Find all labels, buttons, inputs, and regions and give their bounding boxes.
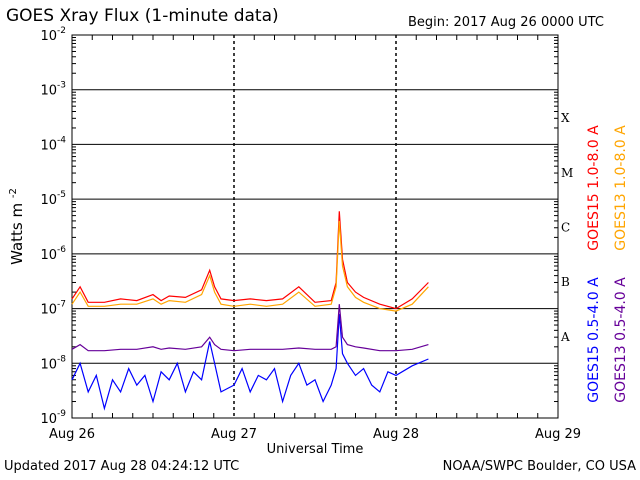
y-tick-label: 10-3 xyxy=(40,81,66,99)
flare-class-label: C xyxy=(561,221,570,235)
x-tick-label: Aug 26 xyxy=(49,427,95,442)
series-line xyxy=(71,313,429,411)
credit-label: NOAA/SWPC Boulder, CO USA xyxy=(442,459,636,474)
begin-timestamp: Begin: 2017 Aug 26 0000 UTC xyxy=(408,15,604,30)
legend-entry: GOES13 1.0-8.0 A xyxy=(613,125,629,251)
y-tick-label: 10-4 xyxy=(40,135,66,153)
x-axis-label: Universal Time xyxy=(267,442,364,457)
chart-title: GOES Xray Flux (1-minute data) xyxy=(6,6,279,26)
plot-frame xyxy=(71,34,559,419)
y-axis-label: Watts m -2 xyxy=(8,188,26,265)
legend-entry: GOES13 0.5-4.0 A xyxy=(613,277,629,403)
legend-entry: GOES15 1.0-8.0 A xyxy=(586,125,602,251)
y-tick-label: 10-5 xyxy=(40,190,66,208)
flare-class-label: M xyxy=(561,166,573,180)
flare-class-label: X xyxy=(561,111,570,125)
flare-class-label: A xyxy=(560,330,570,344)
y-tick-label: 10-2 xyxy=(40,26,66,44)
updated-timestamp: Updated 2017 Aug 28 04:24:12 UTC xyxy=(4,459,240,474)
series-line xyxy=(71,211,429,310)
x-tick-label: Aug 28 xyxy=(373,427,419,442)
series-line xyxy=(71,304,429,352)
x-tick-label: Aug 27 xyxy=(211,427,257,442)
series-line xyxy=(71,220,429,312)
y-tick-label: 10-8 xyxy=(40,354,66,372)
y-tick-label: 10-6 xyxy=(40,245,66,263)
flare-class-label: B xyxy=(561,275,570,289)
y-tick-label: 10-7 xyxy=(40,300,66,318)
y-tick-label: 10-9 xyxy=(40,409,66,427)
x-tick-label: Aug 29 xyxy=(535,427,581,442)
legend-entry: GOES15 0.5-4.0 A xyxy=(586,277,602,403)
